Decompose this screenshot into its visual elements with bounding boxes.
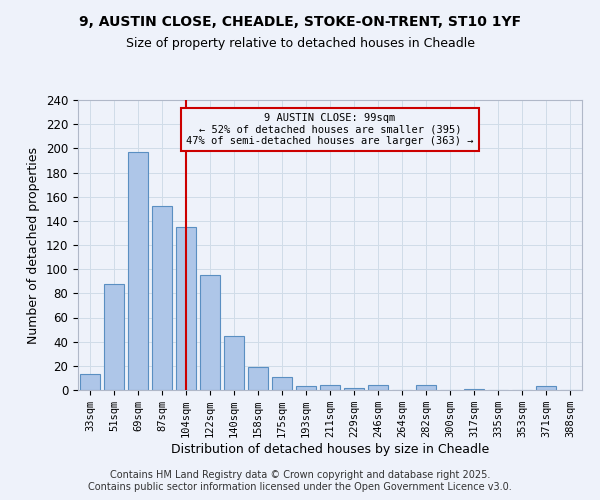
Bar <box>296 386 316 390</box>
Text: 9 AUSTIN CLOSE: 99sqm
← 52% of detached houses are smaller (395)
47% of semi-det: 9 AUSTIN CLOSE: 99sqm ← 52% of detached … <box>186 113 474 146</box>
Bar <box>152 206 172 390</box>
Text: Contains public sector information licensed under the Open Government Licence v3: Contains public sector information licen… <box>88 482 512 492</box>
Bar <box>176 227 196 390</box>
X-axis label: Distribution of detached houses by size in Cheadle: Distribution of detached houses by size … <box>171 443 489 456</box>
Bar <box>224 336 244 390</box>
Text: Contains HM Land Registry data © Crown copyright and database right 2025.: Contains HM Land Registry data © Crown c… <box>110 470 490 480</box>
Bar <box>464 389 484 390</box>
Bar <box>128 152 148 390</box>
Bar <box>104 284 124 390</box>
Y-axis label: Number of detached properties: Number of detached properties <box>28 146 40 344</box>
Bar <box>536 386 556 390</box>
Bar <box>368 385 388 390</box>
Bar <box>248 367 268 390</box>
Text: Size of property relative to detached houses in Cheadle: Size of property relative to detached ho… <box>125 38 475 51</box>
Bar <box>272 376 292 390</box>
Bar <box>320 385 340 390</box>
Text: 9, AUSTIN CLOSE, CHEADLE, STOKE-ON-TRENT, ST10 1YF: 9, AUSTIN CLOSE, CHEADLE, STOKE-ON-TRENT… <box>79 15 521 29</box>
Bar <box>416 385 436 390</box>
Bar <box>80 374 100 390</box>
Bar <box>200 275 220 390</box>
Bar <box>344 388 364 390</box>
